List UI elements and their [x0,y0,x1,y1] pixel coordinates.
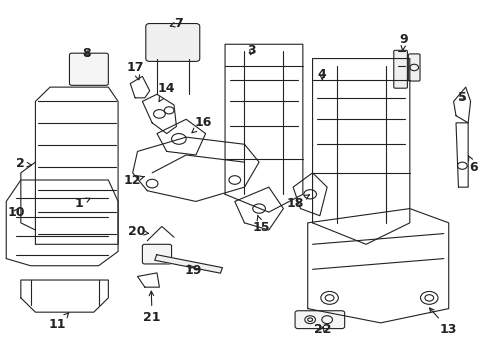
FancyBboxPatch shape [142,244,171,264]
FancyBboxPatch shape [407,54,419,81]
Text: 16: 16 [192,116,211,133]
Text: 22: 22 [313,323,330,336]
Text: 17: 17 [126,61,143,80]
Text: 14: 14 [158,82,175,102]
Text: 7: 7 [170,17,183,30]
Text: 10: 10 [7,206,25,219]
Text: 5: 5 [457,91,466,104]
Polygon shape [154,255,222,273]
Text: 18: 18 [286,195,309,210]
Text: 21: 21 [143,291,161,324]
Text: 20: 20 [127,225,148,238]
Text: 19: 19 [184,264,202,276]
Text: 11: 11 [48,313,68,331]
Text: 6: 6 [468,156,477,174]
Text: 4: 4 [317,68,326,81]
Text: 1: 1 [75,197,90,210]
Text: 13: 13 [428,308,456,336]
Text: 3: 3 [247,44,256,57]
Text: 9: 9 [399,33,407,50]
Text: 2: 2 [17,157,31,170]
Text: 15: 15 [252,215,270,234]
Text: 12: 12 [123,174,144,186]
FancyBboxPatch shape [145,23,200,62]
FancyBboxPatch shape [294,311,344,329]
FancyBboxPatch shape [393,50,407,88]
FancyBboxPatch shape [69,53,108,85]
Text: 8: 8 [82,47,91,60]
